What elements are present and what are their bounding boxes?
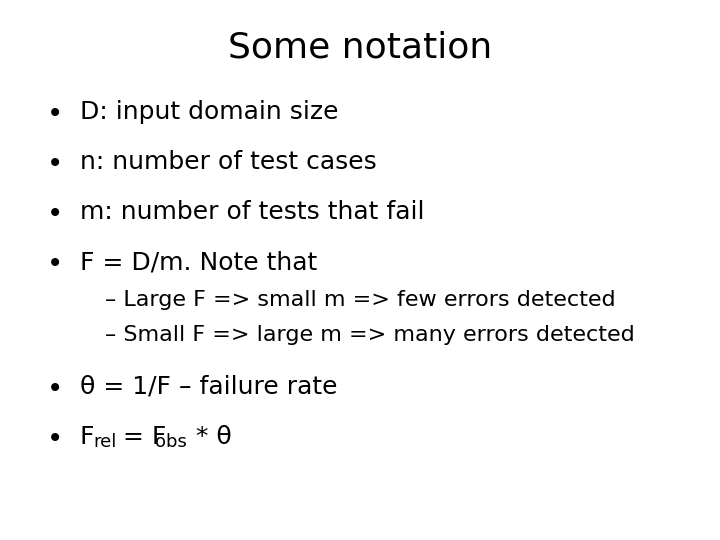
Text: •: • xyxy=(47,150,63,178)
Text: n: number of test cases: n: number of test cases xyxy=(80,150,377,174)
Text: * θ: * θ xyxy=(188,425,232,449)
Text: •: • xyxy=(47,250,63,278)
Text: •: • xyxy=(47,200,63,228)
Text: obs: obs xyxy=(155,433,187,451)
Text: rel: rel xyxy=(93,433,117,451)
Text: = F: = F xyxy=(115,425,166,449)
Text: •: • xyxy=(47,375,63,403)
Text: F: F xyxy=(80,425,94,449)
Text: F = D/m. Note that: F = D/m. Note that xyxy=(80,250,318,274)
Text: Some notation: Some notation xyxy=(228,30,492,64)
Text: D: input domain size: D: input domain size xyxy=(80,100,338,124)
Text: θ = 1/F – failure rate: θ = 1/F – failure rate xyxy=(80,375,338,399)
Text: – Large F => small m => few errors detected: – Large F => small m => few errors detec… xyxy=(105,290,616,310)
Text: m: number of tests that fail: m: number of tests that fail xyxy=(80,200,425,224)
Text: •: • xyxy=(47,100,63,128)
Text: •: • xyxy=(47,425,63,453)
Text: – Small F => large m => many errors detected: – Small F => large m => many errors dete… xyxy=(105,325,635,345)
